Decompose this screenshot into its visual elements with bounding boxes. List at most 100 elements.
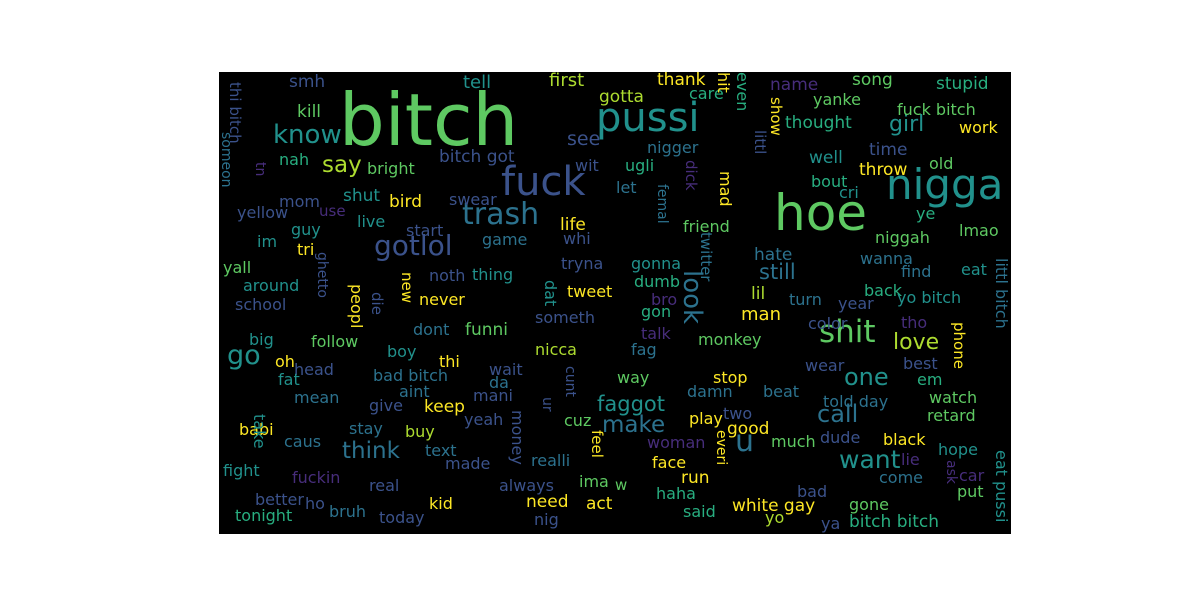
cloud-word: never <box>419 290 465 309</box>
cloud-word: start <box>406 221 444 240</box>
cloud-word: girl <box>889 112 925 137</box>
cloud-word: say <box>322 152 362 178</box>
cloud-word: name <box>770 75 819 95</box>
cloud-word: monkey <box>698 330 762 349</box>
cloud-word: see <box>567 128 601 150</box>
cloud-word: lie <box>901 450 920 469</box>
cloud-word: caus <box>284 432 322 451</box>
cloud-word: money <box>508 410 527 465</box>
cloud-word: bright <box>367 159 415 178</box>
cloud-word: two <box>723 404 753 423</box>
cloud-word: gon <box>641 302 672 321</box>
cloud-word: bruh <box>329 502 367 521</box>
cloud-word: go <box>227 340 261 371</box>
cloud-word: still <box>759 260 796 284</box>
cloud-word: school <box>235 295 287 314</box>
cloud-word: act <box>586 494 613 514</box>
cloud-word: well <box>809 148 843 168</box>
cloud-word: im <box>257 232 278 251</box>
cloud-word: stay <box>349 419 383 438</box>
cloud-word: u <box>735 424 755 459</box>
cloud-word: keep <box>424 397 465 417</box>
cloud-word: take <box>250 414 269 449</box>
cloud-word: boy <box>387 342 417 361</box>
cloud-word: beat <box>763 382 800 401</box>
cloud-word: wit <box>575 156 599 175</box>
cloud-word: fight <box>223 461 260 480</box>
cloud-word: play <box>689 409 723 428</box>
cloud-word: tho <box>901 313 928 332</box>
cloud-word: mean <box>294 388 340 407</box>
cloud-word: bitch <box>339 78 519 162</box>
cloud-word: always <box>499 476 554 495</box>
cloud-word: someth <box>535 308 595 327</box>
cloud-word: w <box>615 476 628 494</box>
cloud-word: noth <box>429 266 466 285</box>
cloud-word: faggot <box>597 392 666 416</box>
cloud-word: need <box>526 492 569 512</box>
cloud-word: use <box>319 202 346 220</box>
cloud-word: much <box>771 432 816 451</box>
cloud-word: da <box>489 373 509 392</box>
cloud-word: stop <box>713 368 748 387</box>
cloud-word: follow <box>311 332 359 351</box>
cloud-word: hoe <box>774 184 868 242</box>
cloud-word: let <box>616 178 637 197</box>
cloud-word: tri <box>297 240 315 259</box>
cloud-word: phone <box>950 322 968 369</box>
cloud-word: yo <box>765 508 785 527</box>
cloud-word: bad <box>797 482 828 501</box>
cloud-word: smh <box>289 72 326 92</box>
cloud-word: die <box>368 292 386 315</box>
cloud-word: realli <box>531 451 571 470</box>
cloud-word: ur <box>539 397 555 412</box>
cloud-word: ya <box>821 514 841 533</box>
cloud-word: haha <box>656 484 696 503</box>
cloud-word: niggah <box>875 228 930 247</box>
cloud-word: fuck <box>501 159 586 205</box>
cloud-word: song <box>852 72 893 90</box>
cloud-word: whi <box>563 229 591 248</box>
cloud-word: damn <box>687 382 733 401</box>
cloud-word: wear <box>805 356 845 375</box>
cloud-word: ho <box>305 494 325 513</box>
cloud-word: mani <box>473 386 513 405</box>
cloud-word: even <box>733 72 752 112</box>
cloud-word: gotlol <box>374 229 453 262</box>
cloud-word: white gay <box>732 496 816 516</box>
cloud-word: bitch got <box>439 147 515 167</box>
cloud-word: best <box>903 354 938 373</box>
cloud-word: gotta <box>599 87 644 107</box>
cloud-word: tweet <box>567 282 613 301</box>
cloud-word: nah <box>279 150 310 169</box>
cloud-word: work <box>959 118 998 137</box>
cloud-word: eat <box>961 260 987 279</box>
cloud-word: hit <box>714 72 733 93</box>
cloud-word: show <box>767 97 785 136</box>
cloud-word: new <box>398 272 416 304</box>
cloud-word: oh <box>275 352 295 371</box>
cloud-word: today <box>379 508 425 527</box>
cloud-word: mad <box>716 171 735 207</box>
cloud-word: love <box>893 330 940 355</box>
cloud-word: mom <box>279 192 320 211</box>
cloud-word: know <box>273 120 342 150</box>
cloud-word: care <box>689 84 724 103</box>
cloud-word: come <box>879 468 924 487</box>
cloud-word: everi <box>713 430 729 466</box>
cloud-word: wanna <box>860 249 913 268</box>
cloud-word: cunt <box>562 366 578 397</box>
cloud-word: old <box>929 154 954 173</box>
cloud-word: dumb <box>634 272 681 291</box>
cloud-word: give <box>369 396 403 415</box>
cloud-word: yellow <box>237 203 289 222</box>
cloud-word: dat <box>541 280 560 307</box>
cloud-word: big <box>249 330 274 349</box>
cloud-word: cuz <box>564 411 592 430</box>
cloud-word: peopl <box>347 284 366 329</box>
cloud-word: funni <box>465 320 509 340</box>
cloud-word: turn <box>789 290 822 309</box>
cloud-word: femal <box>654 184 670 224</box>
cloud-word: stupid <box>936 74 989 94</box>
cloud-word: find <box>901 262 932 281</box>
